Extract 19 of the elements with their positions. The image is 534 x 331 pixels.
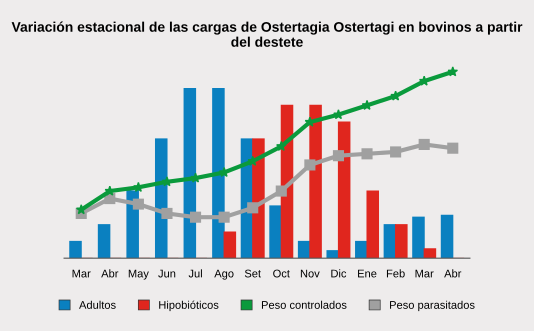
x-tick-label: Jul [188,269,202,278]
x-tick-label: Dic [331,269,346,278]
x-tick-label: Abr [101,269,118,278]
legend-label: Hipobióticos [159,300,218,312]
x-tick-label: Mar [416,270,434,278]
chart-title: Variación estacional de las cargas de Ostertagia Ostertagi en bovinos a partir del destete [12,22,522,47]
x-tick-label: Abr [444,269,462,278]
x-tick-label: May [128,270,149,280]
legend-label: Adultos [79,300,116,309]
x-tick-label: Ene [358,270,376,278]
x-tick-label: Ago [214,270,234,280]
x-tick-label: Feb [386,269,405,278]
x-tick-label: Mar [72,270,91,278]
legend-label: Peso controlados [262,300,347,309]
x-tick-label: Oct [273,270,290,278]
x-tick-label: Set [244,270,261,278]
x-tick-label: Nov [300,270,320,278]
x-tick-label: Jun [158,270,176,278]
legend-label: Peso parasitados [390,300,475,312]
